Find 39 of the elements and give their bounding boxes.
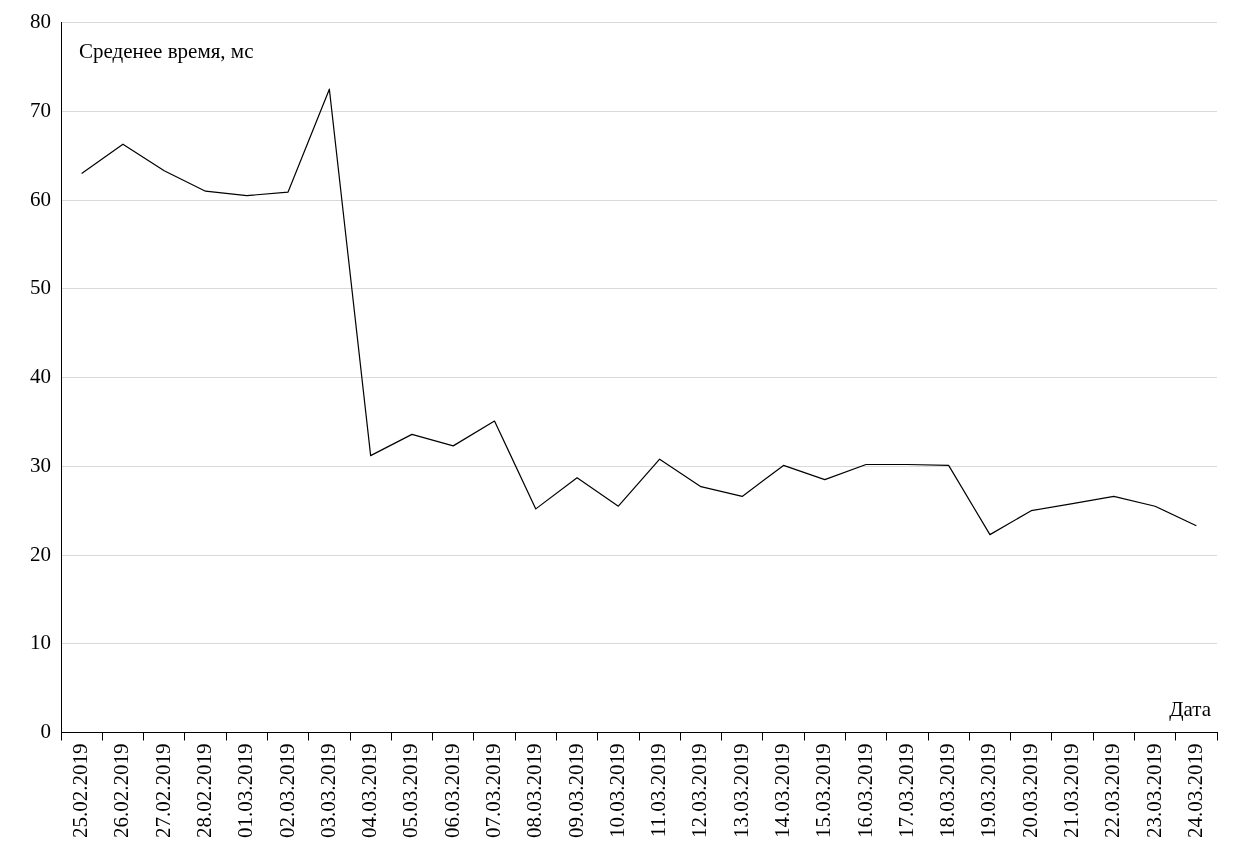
y-tick-label: 20 <box>30 541 51 566</box>
x-tick-label: 04.03.2019 <box>357 743 382 838</box>
y-axis-title: Среденее время, мс <box>79 39 254 64</box>
x-tick-label: 11.03.2019 <box>646 743 671 838</box>
y-tick-label: 10 <box>30 630 51 655</box>
y-tick-label: 80 <box>30 9 51 34</box>
x-tick-label: 24.03.2019 <box>1182 743 1207 838</box>
x-tick-label: 02.03.2019 <box>274 743 299 838</box>
x-tick-label: 14.03.2019 <box>770 743 795 838</box>
x-tick-label: 28.02.2019 <box>192 743 217 838</box>
y-tick-label: 50 <box>30 275 51 300</box>
x-tick-label: 20.03.2019 <box>1017 743 1042 838</box>
x-axis-title: Дата <box>1169 696 1212 721</box>
x-tick-label: 08.03.2019 <box>522 743 547 838</box>
x-tick-label: 06.03.2019 <box>439 743 464 838</box>
y-tick-label: 70 <box>30 97 51 122</box>
x-tick-label: 12.03.2019 <box>687 743 712 838</box>
x-tick-label: 03.03.2019 <box>315 743 340 838</box>
x-tick-label: 16.03.2019 <box>852 743 877 838</box>
x-tick-label: 15.03.2019 <box>811 743 836 838</box>
x-tick-label: 27.02.2019 <box>150 743 175 838</box>
x-tick-label: 07.03.2019 <box>481 743 506 838</box>
x-tick-label: 10.03.2019 <box>604 743 629 838</box>
x-tick-label: 05.03.2019 <box>398 743 423 838</box>
x-tick-label: 17.03.2019 <box>893 743 918 838</box>
x-tick-label: 19.03.2019 <box>976 743 1001 838</box>
x-tick-label: 22.03.2019 <box>1100 743 1125 838</box>
x-tick-label: 09.03.2019 <box>563 743 588 838</box>
x-tick-label: 23.03.2019 <box>1141 743 1166 838</box>
x-tick-label: 21.03.2019 <box>1059 743 1084 838</box>
y-tick-label: 60 <box>30 186 51 211</box>
y-tick-label: 30 <box>30 452 51 477</box>
x-tick-label: 01.03.2019 <box>233 743 258 838</box>
y-tick-label: 0 <box>40 719 51 744</box>
x-tick-label: 13.03.2019 <box>728 743 753 838</box>
y-tick-label: 40 <box>30 364 51 389</box>
x-tick-label: 25.02.2019 <box>68 743 93 838</box>
x-tick-label: 26.02.2019 <box>109 743 134 838</box>
x-tick-label: 18.03.2019 <box>935 743 960 838</box>
